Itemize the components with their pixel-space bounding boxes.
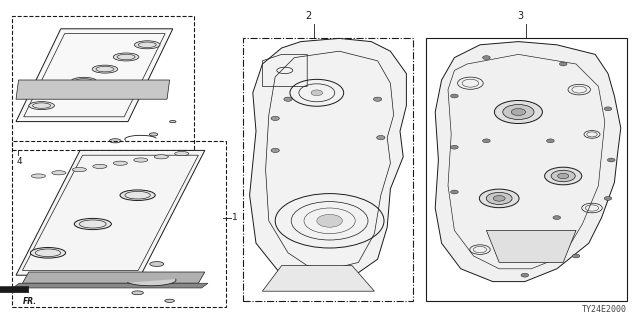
Ellipse shape	[120, 190, 155, 200]
Ellipse shape	[50, 89, 76, 97]
Polygon shape	[435, 42, 621, 282]
Ellipse shape	[376, 136, 385, 140]
Ellipse shape	[271, 116, 280, 121]
Text: 4: 4	[17, 157, 22, 166]
Ellipse shape	[29, 102, 54, 109]
Ellipse shape	[72, 168, 86, 172]
Text: 2: 2	[305, 11, 311, 21]
Text: TY24E2000: TY24E2000	[582, 305, 627, 314]
Ellipse shape	[559, 62, 567, 66]
Bar	[243, 38, 413, 301]
Text: FR.: FR.	[22, 297, 36, 306]
Ellipse shape	[284, 97, 292, 101]
Polygon shape	[486, 230, 576, 262]
Ellipse shape	[511, 108, 525, 116]
Ellipse shape	[271, 148, 280, 153]
Text: 1: 1	[232, 213, 238, 222]
Ellipse shape	[551, 170, 575, 182]
Ellipse shape	[451, 145, 458, 149]
Ellipse shape	[451, 190, 458, 194]
Polygon shape	[127, 279, 176, 286]
Ellipse shape	[109, 139, 121, 143]
Polygon shape	[22, 272, 205, 283]
Ellipse shape	[521, 273, 529, 277]
Ellipse shape	[71, 77, 97, 85]
Ellipse shape	[150, 262, 164, 266]
Ellipse shape	[311, 90, 323, 96]
Ellipse shape	[165, 299, 175, 302]
Ellipse shape	[134, 158, 148, 162]
Ellipse shape	[545, 167, 582, 185]
Ellipse shape	[604, 196, 612, 200]
Ellipse shape	[607, 158, 615, 162]
Ellipse shape	[547, 139, 554, 143]
Ellipse shape	[572, 254, 580, 258]
Ellipse shape	[93, 164, 107, 168]
Polygon shape	[250, 38, 406, 285]
Bar	[12, 141, 226, 307]
Ellipse shape	[479, 189, 519, 208]
Ellipse shape	[483, 56, 490, 60]
Ellipse shape	[154, 155, 168, 159]
Text: 3: 3	[517, 11, 523, 21]
Ellipse shape	[52, 171, 66, 175]
Ellipse shape	[553, 216, 561, 220]
Ellipse shape	[527, 238, 535, 242]
Ellipse shape	[150, 133, 157, 136]
Bar	[12, 16, 194, 150]
Polygon shape	[16, 150, 205, 275]
Polygon shape	[0, 286, 29, 293]
Ellipse shape	[483, 139, 490, 143]
Ellipse shape	[175, 151, 189, 156]
Ellipse shape	[451, 94, 458, 98]
Ellipse shape	[486, 192, 512, 204]
Bar	[426, 38, 627, 301]
Polygon shape	[262, 266, 374, 291]
Ellipse shape	[74, 218, 111, 230]
Ellipse shape	[132, 291, 143, 295]
Ellipse shape	[92, 65, 118, 73]
Ellipse shape	[493, 196, 505, 201]
Ellipse shape	[503, 105, 534, 119]
Ellipse shape	[317, 214, 342, 227]
Ellipse shape	[113, 53, 139, 61]
Polygon shape	[16, 29, 173, 122]
Ellipse shape	[495, 100, 543, 124]
Polygon shape	[16, 80, 170, 99]
Ellipse shape	[134, 41, 160, 49]
Ellipse shape	[31, 248, 66, 258]
Ellipse shape	[113, 161, 127, 165]
Ellipse shape	[557, 173, 569, 179]
Ellipse shape	[374, 97, 382, 101]
Polygon shape	[13, 283, 208, 288]
Ellipse shape	[604, 107, 612, 111]
Ellipse shape	[31, 174, 45, 178]
Ellipse shape	[170, 120, 176, 123]
